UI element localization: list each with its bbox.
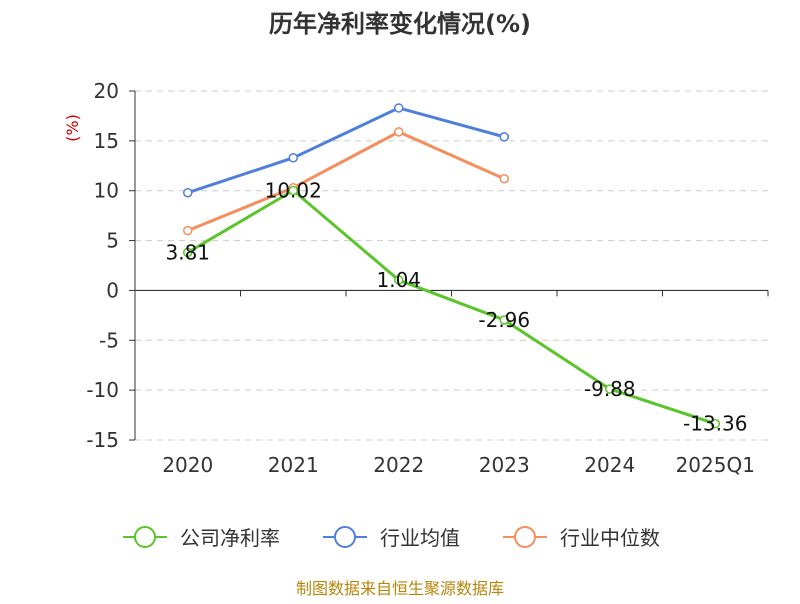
legend-label: 行业中位数 [560, 526, 660, 550]
x-tick-label: 2023 [479, 453, 530, 477]
data-point [499, 315, 509, 325]
data-point [710, 418, 720, 429]
y-tick-label: -5 [99, 328, 119, 352]
y-axis-ticks: 20 15 10 5 0 -5 -10 -15 [86, 79, 119, 452]
x-tick-label: 2020 [162, 453, 213, 477]
y-tick-label: 15 [94, 129, 119, 153]
x-tick-label: 2024 [584, 453, 635, 477]
data-label: -2.96 [478, 308, 530, 332]
data-point [394, 275, 404, 285]
legend-label: 公司净利率 [180, 526, 280, 550]
legend-item[interactable]: 公司净利率 [123, 526, 280, 550]
data-source-note: 制图数据来自恒生聚源数据库 [296, 579, 504, 598]
axes [129, 90, 769, 441]
x-tick-label: 2025Q1 [676, 453, 755, 477]
data-label: 1.04 [376, 268, 421, 292]
data-point [288, 153, 298, 163]
x-axis-ticks: 2020 2021 2022 2023 2024 2025Q1 [162, 453, 755, 477]
data-labels: 3.81 10.02 1.04 -2.96 -9.88 -13.36 [165, 179, 747, 436]
data-point [605, 384, 615, 394]
data-label: -9.88 [584, 377, 636, 401]
y-axis-unit-label: (%) [63, 114, 82, 142]
legend-marker [334, 526, 356, 548]
legend-item[interactable]: 行业均值 [323, 526, 460, 550]
x-tick-label: 2022 [373, 453, 424, 477]
data-point [394, 127, 404, 137]
legend[interactable]: 公司净利率 行业均值 行业中位数 [123, 526, 660, 550]
legend-marker [514, 526, 536, 548]
data-point [499, 173, 509, 184]
data-point [499, 132, 509, 142]
data-label: 3.81 [165, 240, 210, 264]
grid-lines [135, 90, 768, 441]
y-tick-label: -10 [86, 378, 119, 402]
y-tick-label: 10 [94, 179, 119, 203]
data-label: 10.02 [265, 179, 322, 203]
series-line [186, 189, 716, 426]
chart-title: 历年净利率变化情况(%) [269, 10, 531, 38]
data-point [288, 185, 298, 196]
y-tick-label: 0 [106, 278, 119, 302]
data-point [183, 225, 193, 236]
legend-item[interactable]: 行业中位数 [503, 526, 660, 550]
y-tick-label: -15 [86, 428, 119, 452]
series-line [187, 130, 505, 232]
legend-label: 行业均值 [380, 526, 460, 550]
series-line [187, 106, 505, 195]
data-point [183, 187, 193, 198]
data-label: -13.36 [683, 412, 747, 436]
data-point [394, 103, 404, 113]
x-tick-label: 2021 [268, 453, 319, 477]
legend-marker [134, 526, 156, 548]
y-tick-label: 5 [106, 229, 119, 253]
series-group [183, 103, 720, 429]
y-tick-label: 20 [94, 79, 119, 103]
data-point [183, 247, 193, 258]
